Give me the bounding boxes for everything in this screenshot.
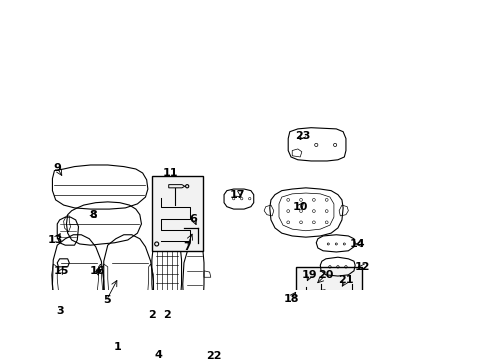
Text: 2: 2 <box>148 310 156 320</box>
Ellipse shape <box>149 311 154 315</box>
Text: 7: 7 <box>183 242 190 252</box>
Text: 19: 19 <box>302 270 317 280</box>
Text: 8: 8 <box>89 210 97 220</box>
Text: 9: 9 <box>53 163 61 173</box>
Text: 4: 4 <box>154 350 163 360</box>
Text: 13: 13 <box>48 235 63 245</box>
Text: 14: 14 <box>349 239 365 249</box>
Text: 5: 5 <box>102 295 110 305</box>
Text: 21: 21 <box>338 275 353 285</box>
Text: 11: 11 <box>163 168 178 178</box>
Text: 2: 2 <box>163 310 170 320</box>
Text: 23: 23 <box>295 131 310 141</box>
Bar <box>152 176 203 251</box>
Text: 17: 17 <box>229 190 245 200</box>
Text: 15: 15 <box>54 266 69 276</box>
Text: 6: 6 <box>189 214 197 224</box>
Text: 22: 22 <box>205 351 221 360</box>
Bar <box>296 267 362 312</box>
Text: 10: 10 <box>292 202 307 212</box>
Ellipse shape <box>97 270 100 272</box>
Text: 1: 1 <box>113 342 121 352</box>
Text: 12: 12 <box>353 262 369 272</box>
Text: 3: 3 <box>56 306 63 316</box>
Text: 18: 18 <box>283 294 298 304</box>
Text: 20: 20 <box>318 270 333 280</box>
Text: 16: 16 <box>89 266 105 276</box>
